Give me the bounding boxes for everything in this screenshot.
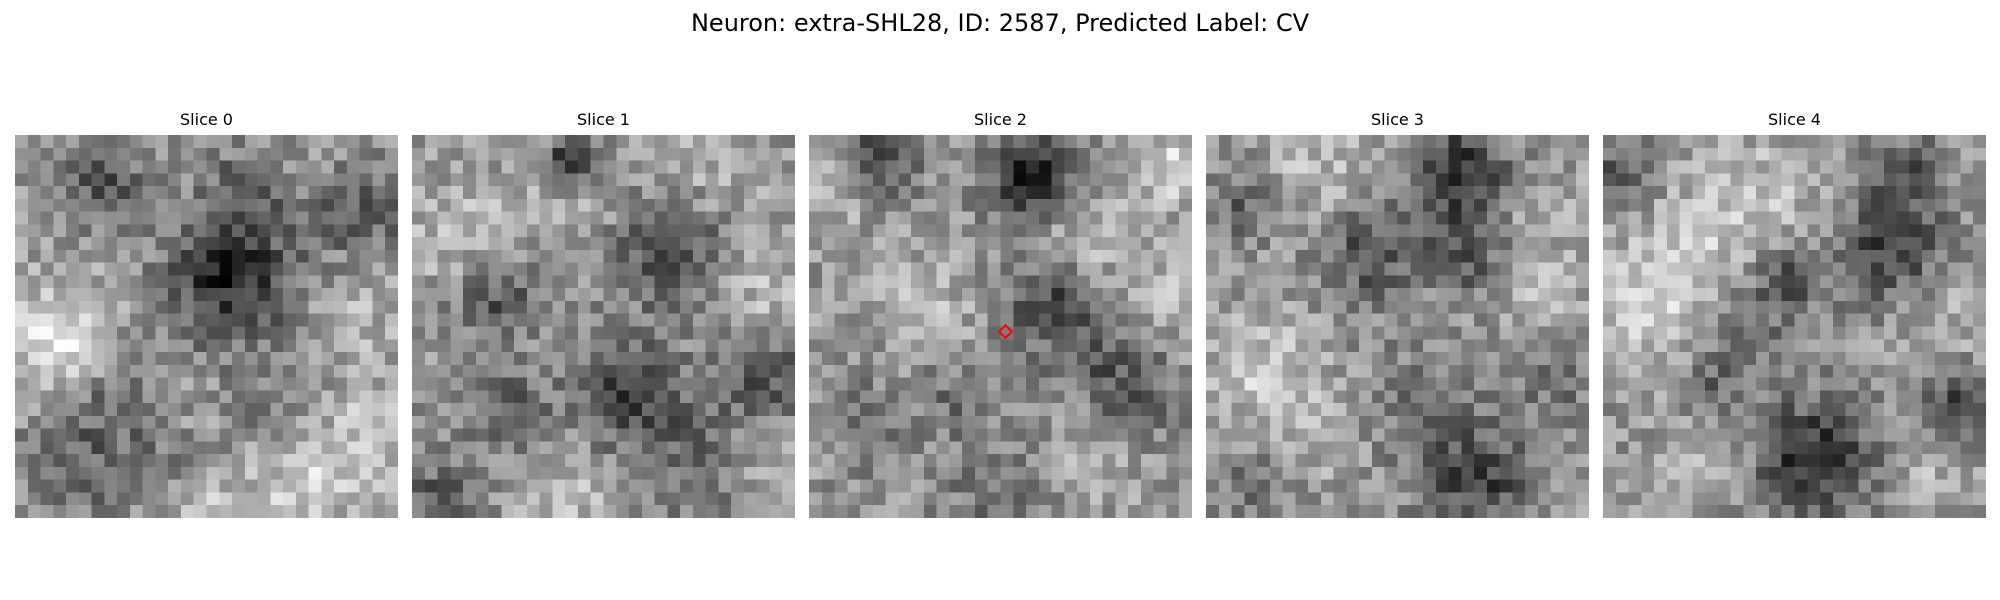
- figure-title: Neuron: extra-SHL28, ID: 2587, Predicted…: [690, 9, 1310, 37]
- slice-panel-3: Slice 3: [1206, 108, 1589, 518]
- slice-title: Slice 1: [577, 110, 630, 129]
- slice-title: Slice 3: [1371, 110, 1424, 129]
- slice-image: [809, 135, 1192, 518]
- slice-panel-2: Slice 2: [809, 108, 1192, 518]
- slice-title: Slice 2: [974, 110, 1027, 129]
- slice-title: Slice 0: [180, 110, 233, 129]
- slice-image: [1206, 135, 1589, 518]
- slice-image: [1603, 135, 1986, 518]
- slice-image: [15, 135, 398, 518]
- slice-image: [412, 135, 795, 518]
- slice-title: Slice 4: [1768, 110, 1821, 129]
- slice-panel-1: Slice 1: [412, 108, 795, 518]
- slice-panel-0: Slice 0: [15, 108, 398, 518]
- slice-panel-4: Slice 4: [1603, 108, 1986, 518]
